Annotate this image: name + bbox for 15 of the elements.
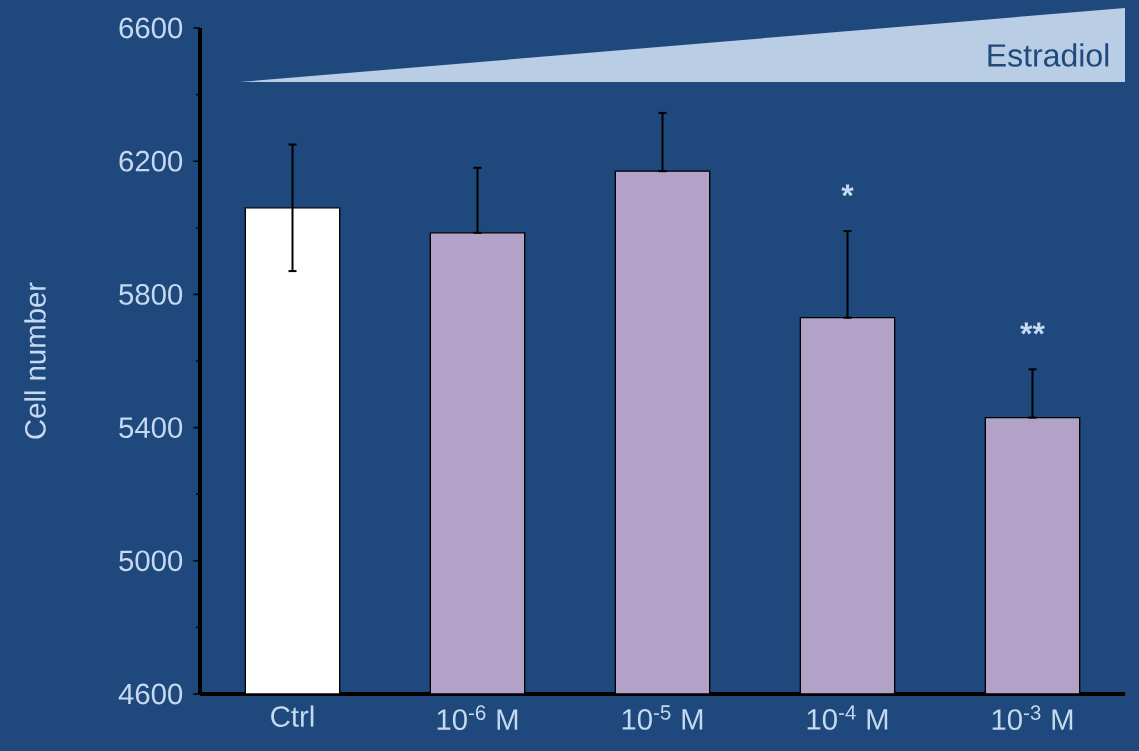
x-tick-label: 10$^{-4}$ M: [807, 705, 888, 730]
x-tick-label: 10$^{-3}$ M: [992, 705, 1073, 731]
y-tick-label: 5400: [119, 417, 183, 438]
annotation: *: [841, 184, 854, 197]
y-tick-label: 6200: [119, 150, 183, 172]
x-tick-label: 10$^{-6}$ M: [437, 705, 518, 731]
x-tick-label: 10$^{-5}$ M: [622, 705, 703, 730]
y-axis-title: Cell number: [24, 282, 46, 439]
y-tick-label: 6600: [119, 17, 183, 39]
y-tick-label: 4600: [118, 683, 183, 705]
x-tick-label: Ctrl: [271, 705, 314, 727]
annotation: Estradiol: [988, 43, 1109, 67]
annotation: **: [1020, 322, 1045, 335]
y-tick-label: 5000: [119, 550, 183, 572]
y-tick-label: 5800: [119, 284, 183, 305]
